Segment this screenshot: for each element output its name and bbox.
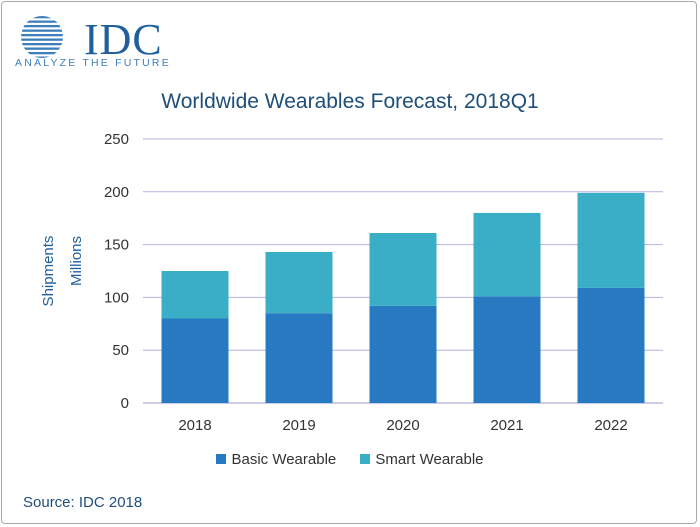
y-tick-label: 250 — [104, 131, 129, 148]
x-tick-label: 2020 — [386, 417, 419, 434]
source-note: Source: IDC 2018 — [23, 494, 143, 511]
x-tick-label: 2018 — [178, 417, 211, 434]
logo-tagline: ANALYZE THE FUTURE — [15, 57, 171, 69]
bar-basic-2020 — [369, 305, 437, 403]
x-axis-ticks: 2018 2019 2020 2021 2022 — [178, 417, 627, 434]
bar-basic-2021 — [473, 296, 541, 403]
legend-swatch-basic — [216, 454, 227, 464]
legend-swatch-smart — [360, 454, 371, 464]
y-tick-label: 100 — [104, 289, 129, 306]
x-tick-label: 2019 — [282, 417, 315, 434]
y-tick-label: 0 — [121, 395, 129, 412]
legend-item-smart: Smart Wearable — [360, 451, 484, 468]
idc-logo: IDC ANALYZE THE FUTURE — [14, 13, 184, 73]
legend-label-basic: Basic Wearable — [231, 451, 337, 468]
x-tick-label: 2022 — [594, 417, 627, 434]
bar-smart-2021 — [473, 212, 541, 297]
x-tick-label: 2021 — [490, 417, 523, 434]
y-tick-label: 50 — [112, 342, 129, 359]
bars — [161, 192, 645, 403]
legend-item-basic: Basic Wearable — [216, 451, 336, 468]
globe-icon — [21, 16, 63, 58]
bar-basic-2022 — [577, 287, 645, 403]
y-axis-ticks: 0 50 100 150 200 250 — [104, 131, 129, 412]
logo-wordmark: IDC — [84, 15, 163, 64]
chart-title: Worldwide Wearables Forecast, 2018Q1 — [161, 90, 539, 113]
bar-smart-2020 — [369, 232, 437, 306]
bar-basic-2019 — [265, 313, 333, 403]
bar-smart-2018 — [161, 271, 229, 319]
y-tick-label: 200 — [104, 184, 129, 201]
bar-smart-2019 — [265, 251, 333, 314]
bar-basic-2018 — [161, 318, 229, 403]
bar-smart-2022 — [577, 192, 645, 288]
legend-label-smart: Smart Wearable — [375, 451, 484, 468]
y-tick-label: 150 — [104, 237, 129, 254]
y-axis-label-line-1: Shipments — [40, 236, 57, 307]
y-axis-label-line-2: Millions — [68, 236, 85, 286]
legend: Basic Wearable Smart Wearable — [0, 451, 700, 468]
